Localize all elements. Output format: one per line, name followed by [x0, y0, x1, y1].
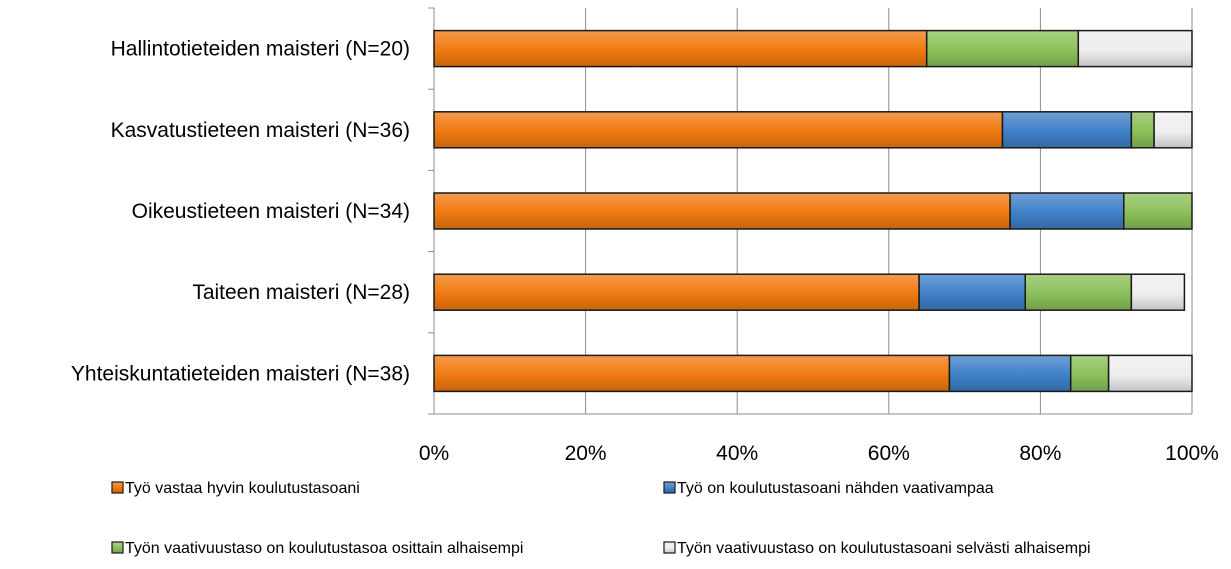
category-label: Taiteen maisteri (N=28): [192, 281, 410, 304]
category-label: Hallintotieteiden maisteri (N=20): [111, 38, 410, 61]
bars-layer: [433, 29, 1193, 393]
labels-layer: 0% 20% 40% 60% 80% 100% Hallintotieteiden mais…: [71, 38, 1219, 465]
category-label: Kasvatustieteen maisteri (N=36): [111, 119, 410, 142]
legend-label: Työn vaativuustaso on koulutustasoani se…: [677, 540, 1091, 557]
bar-segment: [433, 29, 928, 68]
x-tick-label: 80%: [1019, 442, 1061, 465]
bar-segment: [433, 111, 1004, 149]
legend-label: Työn vaativuustaso on koulutustasoa osit…: [125, 540, 523, 557]
legend-item: Työn vaativuustaso on koulutustasoa osit…: [111, 540, 523, 557]
x-tick-label: 60%: [868, 442, 910, 465]
bar-segment: [1069, 354, 1110, 393]
legend-label: Työ on koulutustasoani nähden vaativampa…: [677, 480, 994, 497]
legend-swatch: [111, 541, 124, 554]
bar-segment: [1130, 111, 1155, 149]
legend-swatch: [663, 481, 676, 494]
legend-layer: Työ vastaa hyvin koulutustasoani Työ on k…: [111, 480, 1091, 557]
bar-segment: [918, 273, 1026, 311]
category-label: Yhteiskuntatieteiden maisteri (N=38): [71, 362, 410, 385]
x-tick-label: 0%: [419, 442, 449, 465]
bar-segment: [1077, 29, 1193, 68]
bar-segment: [1009, 192, 1125, 230]
bar-segment: [433, 273, 920, 311]
legend-item: Työn vaativuustaso on koulutustasoani se…: [663, 540, 1091, 557]
category-label: Oikeustieteen maisteri (N=34): [132, 200, 410, 223]
bar-segment: [948, 354, 1072, 393]
bar-segment: [1024, 273, 1133, 311]
legend-item: Työ vastaa hyvin koulutustasoani: [111, 480, 360, 497]
bar-segment: [1130, 273, 1186, 311]
legend-swatch: [111, 481, 124, 494]
bar-segment: [433, 192, 1011, 230]
x-tick-label: 40%: [716, 442, 758, 465]
bar-segment: [1153, 111, 1193, 149]
bar-segment: [1123, 192, 1193, 230]
bar-segment: [1001, 111, 1133, 149]
bar-segment: [925, 29, 1080, 68]
legend-label: Työ vastaa hyvin koulutustasoani: [125, 480, 360, 497]
bar-segment: [1107, 354, 1193, 393]
legend-item: Työ on koulutustasoani nähden vaativampa…: [663, 480, 994, 497]
x-tick-label: 20%: [565, 442, 607, 465]
legend-swatch: [663, 541, 676, 554]
bar-segment: [433, 354, 951, 393]
x-tick-label: 100%: [1165, 442, 1219, 465]
